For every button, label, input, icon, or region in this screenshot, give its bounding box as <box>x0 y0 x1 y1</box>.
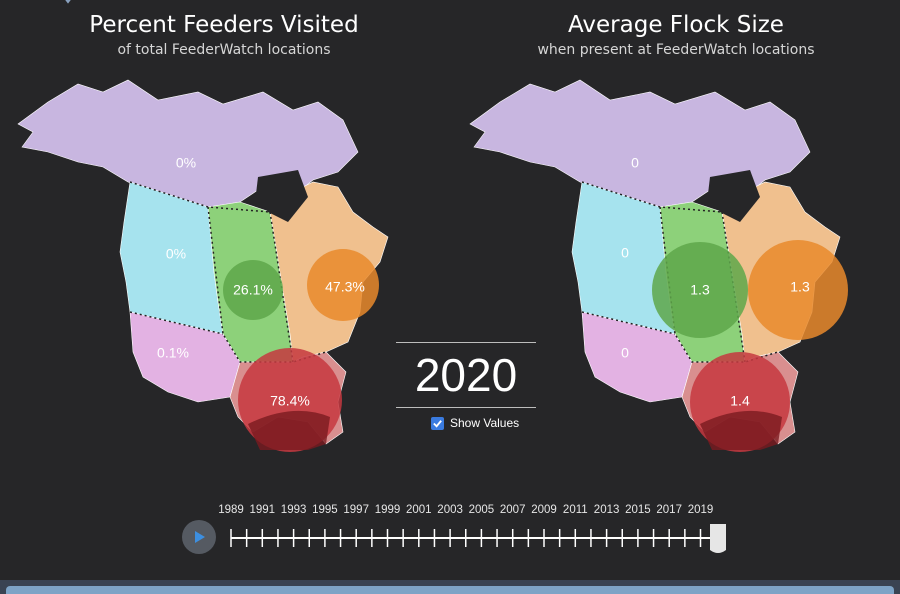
timeline-year-label[interactable]: 1999 <box>375 504 401 516</box>
right-panel-subtitle: when present at FeederWatch locations <box>537 42 815 58</box>
left-map: 0% 0% 26.1% 47.3% 0.1% 78.4% <box>17 79 389 452</box>
timeline-year-label[interactable]: 1993 <box>281 504 307 516</box>
region-border <box>581 311 676 335</box>
bubble-northeast[interactable] <box>748 240 848 340</box>
timeline-year-label[interactable]: 2009 <box>531 504 557 516</box>
show-values-label: Show Values <box>450 416 520 430</box>
hudson-bay <box>256 170 308 222</box>
bubble-central[interactable] <box>223 260 283 320</box>
timeline-year-label[interactable]: 1995 <box>312 504 338 516</box>
label-southeast: 78.4% <box>270 393 310 409</box>
label-west: 0 <box>621 245 629 261</box>
label-southwest: 0.1% <box>157 345 189 361</box>
play-button[interactable] <box>182 520 216 554</box>
right-map: 0 0 1.3 1.3 0 1.4 <box>469 79 848 452</box>
label-central: 26.1% <box>233 282 273 298</box>
gulf-shading <box>248 410 330 450</box>
show-values-toggle[interactable]: Show Values <box>431 416 519 430</box>
gulf-shading <box>700 410 782 450</box>
region-border <box>581 181 746 213</box>
timeline-year-label[interactable]: 1997 <box>343 504 369 516</box>
region-southwest[interactable] <box>129 311 241 403</box>
timeline-year-label[interactable]: 2019 <box>688 504 714 516</box>
show-values-checkbox[interactable] <box>431 416 444 430</box>
label-central: 1.3 <box>690 282 710 298</box>
timeline-year-label[interactable]: 2001 <box>406 504 432 516</box>
timeline-handle[interactable] <box>710 524 726 553</box>
region-southwest[interactable] <box>581 311 693 403</box>
timeline-year-label[interactable]: 2017 <box>656 504 682 516</box>
region-border <box>129 181 294 213</box>
right-panel-title: Average Flock Size <box>568 12 784 38</box>
year-display: 2020 <box>396 342 536 408</box>
year-label: 2020 <box>414 349 518 401</box>
timeline-year-label[interactable]: 1989 <box>218 504 244 516</box>
timeline-year-label[interactable]: 2007 <box>500 504 526 516</box>
label-southeast: 1.4 <box>730 393 750 409</box>
label-southwest: 0 <box>621 345 629 361</box>
timeline-year-label[interactable]: 2005 <box>469 504 495 516</box>
play-icon <box>195 531 205 543</box>
timeline-year-label[interactable]: 1991 <box>250 504 276 516</box>
left-panel-subtitle: of total FeederWatch locations <box>117 42 331 58</box>
bubble-northeast[interactable] <box>307 249 379 321</box>
bottom-bar <box>0 580 900 594</box>
label-northeast: 47.3% <box>325 279 365 295</box>
timeline-year-label[interactable]: 2003 <box>437 504 463 516</box>
left-panel-title: Percent Feeders Visited <box>89 12 359 38</box>
timeline-year-label[interactable]: 2011 <box>563 504 588 516</box>
label-west: 0% <box>166 246 186 262</box>
bubble-central[interactable] <box>652 242 748 338</box>
timeline-year-label[interactable]: 2013 <box>594 504 620 516</box>
year-timeline-slider[interactable]: 1989 1991 1993 1995 1997 1999 2001 2003 2005 2007… <box>210 498 740 568</box>
label-north: 0 <box>631 155 639 171</box>
region-border <box>129 311 224 335</box>
label-northeast: 1.3 <box>790 279 810 295</box>
check-icon <box>433 419 442 428</box>
timeline-year-label[interactable]: 2015 <box>625 504 651 516</box>
corner-arrow-icon <box>65 0 71 4</box>
hudson-bay <box>708 170 760 222</box>
label-north: 0% <box>176 155 196 171</box>
